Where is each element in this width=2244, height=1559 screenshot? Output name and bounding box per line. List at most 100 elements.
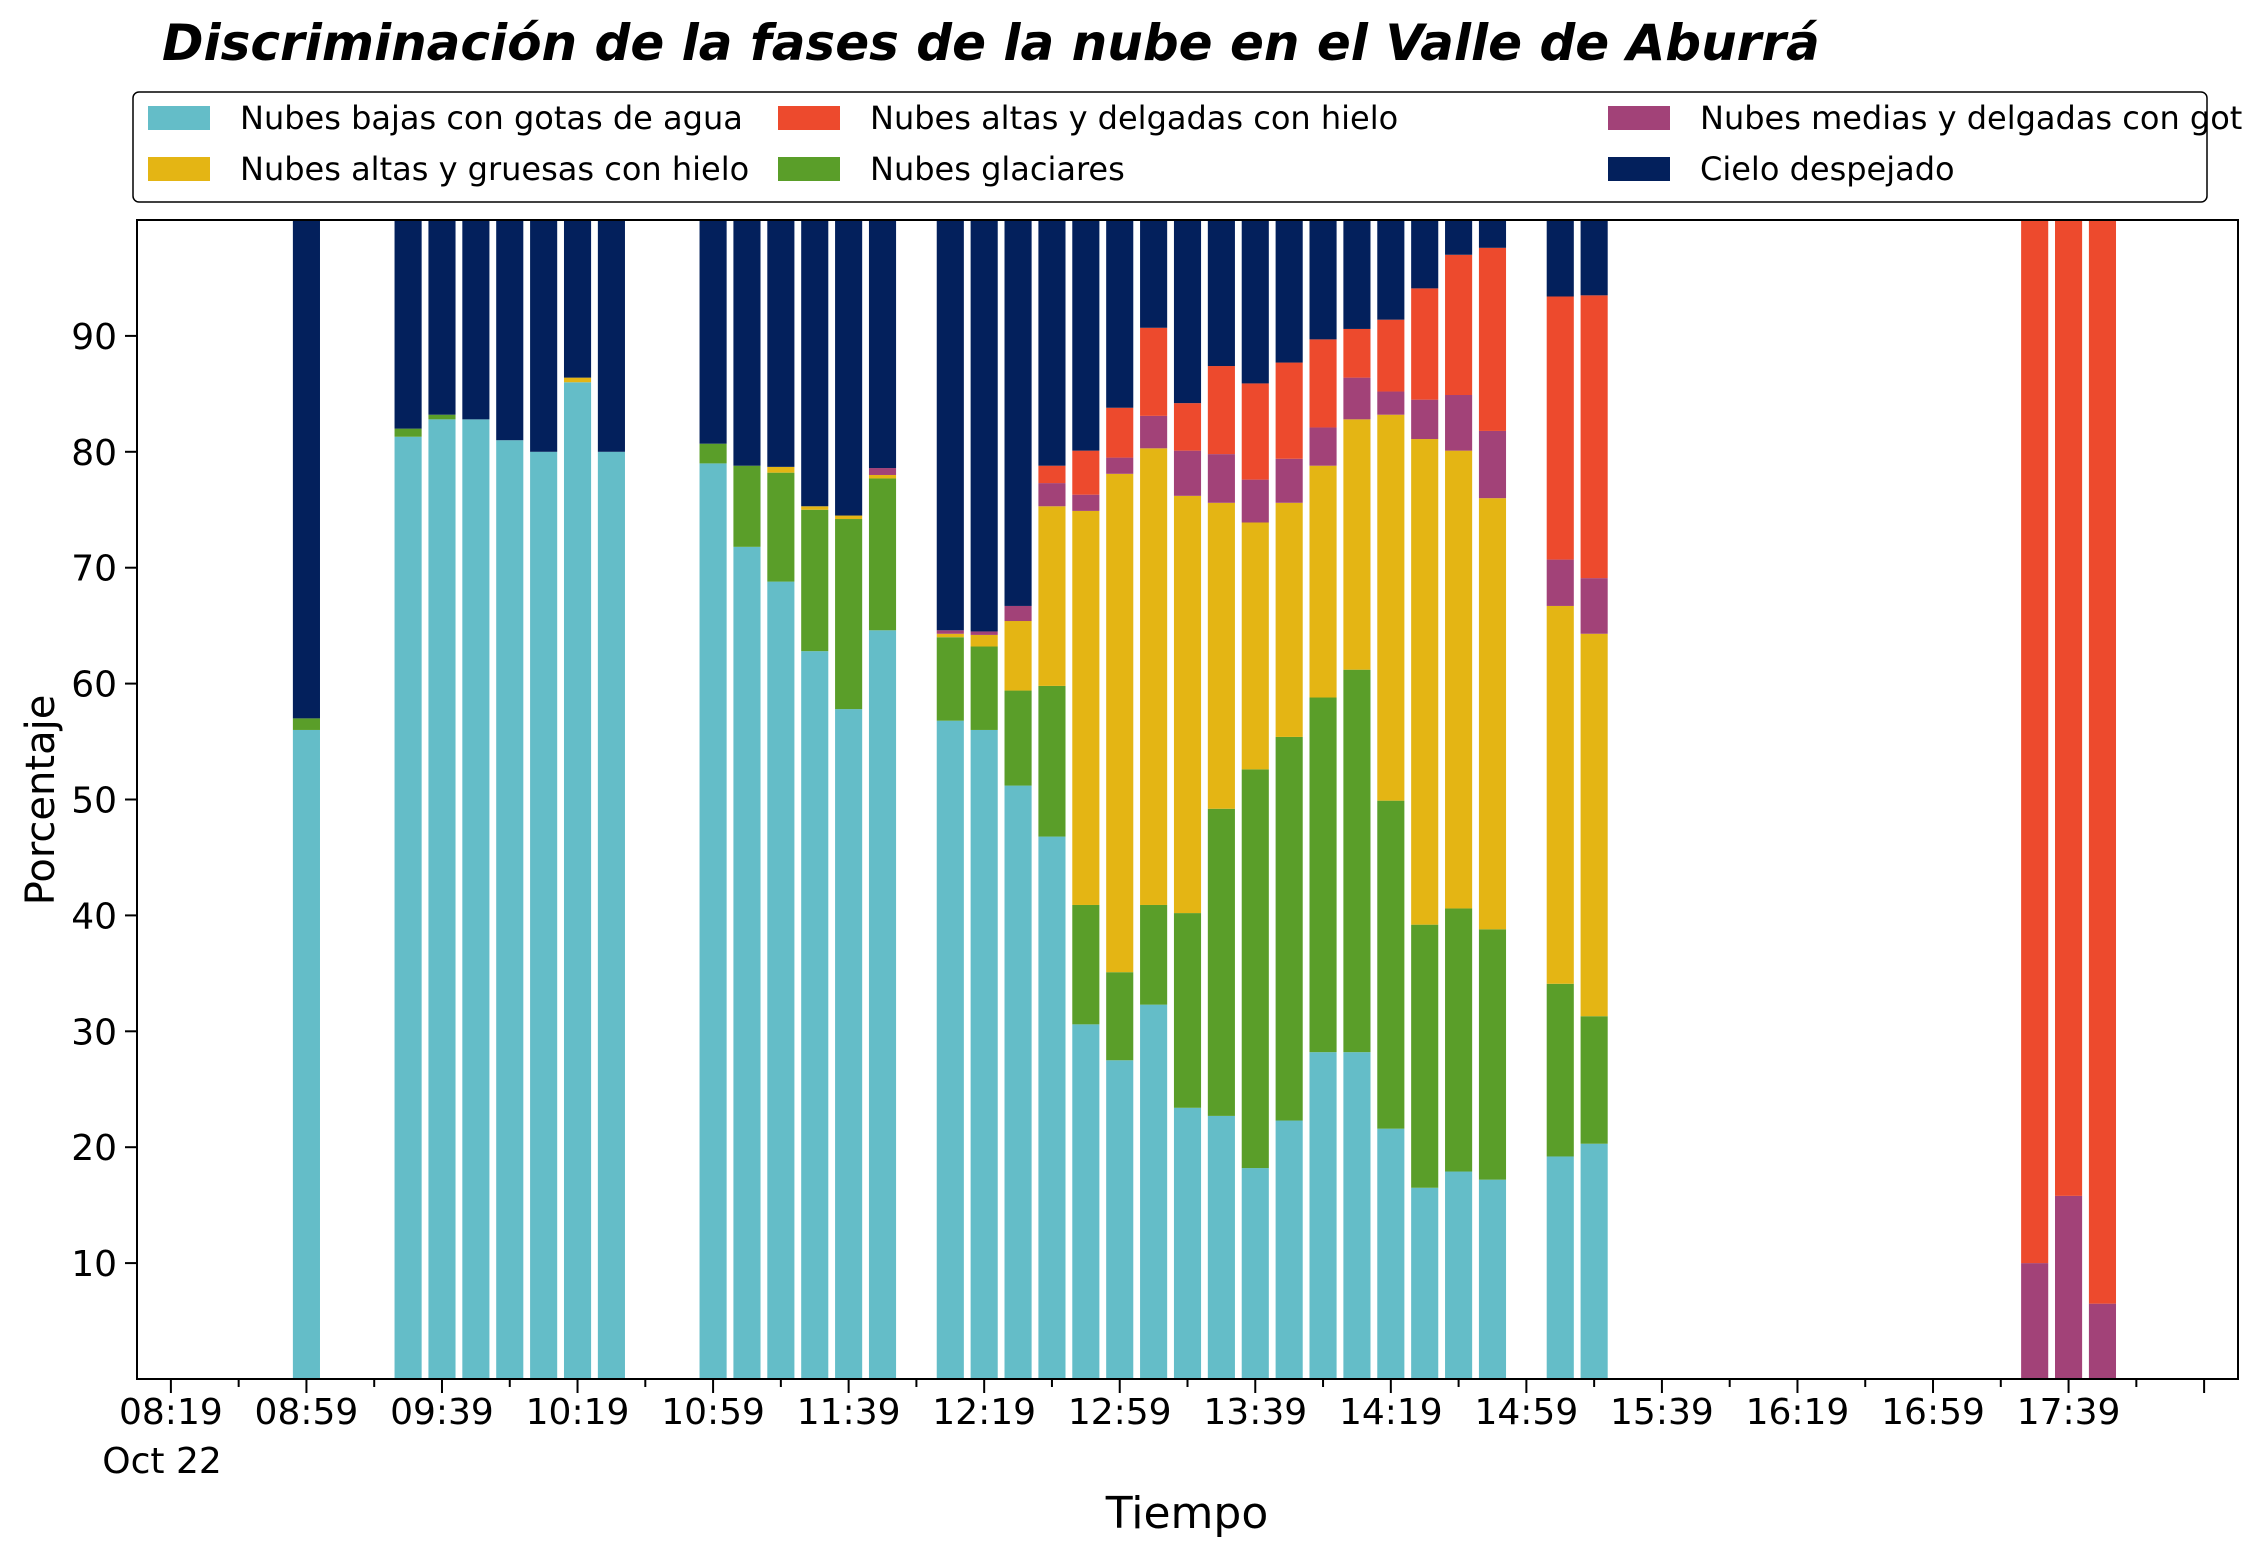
x-tick-label: 15:39 [1610, 1392, 1714, 1433]
bar-segment [1580, 295, 1608, 579]
bar-segment [835, 515, 863, 520]
bar-segment [1343, 377, 1371, 420]
bar-segment [1241, 479, 1269, 523]
bar-segment [1004, 690, 1032, 786]
bar-segment [1478, 430, 1507, 499]
bar-segment [1038, 465, 1066, 484]
y-axis: 10 20 30 40 50 60 70 80 90 [71, 317, 137, 1285]
bar-segment [462, 419, 490, 1380]
bar-segment [1173, 913, 1202, 1108]
bar-segment [394, 436, 422, 1380]
y-tick-label: 50 [71, 781, 117, 822]
y-tick-label: 40 [71, 896, 117, 937]
bar-segment [428, 414, 456, 420]
bar-segment [1309, 465, 1337, 698]
bar-segment [496, 220, 524, 441]
legend-swatch [778, 157, 840, 181]
bar-segment [1343, 419, 1371, 670]
y-tick-label: 90 [71, 317, 117, 358]
bar-segment [1241, 220, 1269, 384]
bar-segment [1546, 220, 1574, 297]
bar-segment [1207, 454, 1235, 503]
legend-swatch [778, 106, 840, 130]
legend-frame [132, 91, 2208, 203]
bar-segment [1275, 1120, 1303, 1379]
bar-segment [1140, 448, 1168, 905]
bar-segment [1377, 1128, 1405, 1379]
x-tick-label: 17:39 [2017, 1392, 2121, 1433]
x-tick-label: 08:59 [255, 1392, 359, 1433]
bar-segment [1038, 220, 1066, 466]
bar-segment [2088, 220, 2117, 1304]
bar-segment [1275, 220, 1303, 363]
legend-swatch [1608, 157, 1670, 181]
bar-segment [801, 509, 829, 652]
bar-segment [1207, 366, 1235, 455]
bar-segment [2021, 1263, 2049, 1379]
bar-segment [1004, 621, 1032, 691]
bar-segment [835, 519, 863, 710]
bar-segment [1478, 929, 1507, 1180]
bar-segment [292, 729, 320, 1379]
x-tick-sublabel: Oct 22 [102, 1441, 222, 1482]
y-tick-label: 10 [71, 1244, 117, 1285]
bar-segment [462, 220, 490, 420]
bar-segment [292, 220, 320, 719]
bar-segment [1004, 605, 1032, 622]
x-tick-label: 13:39 [1203, 1392, 1307, 1433]
y-tick-label: 20 [71, 1128, 117, 1169]
bar-segment [1580, 578, 1608, 634]
bar-segment [1343, 328, 1371, 378]
bar-segment [1072, 904, 1100, 1025]
bar-segment [1580, 633, 1608, 1017]
bar-segment [733, 465, 761, 547]
bar-segment [1445, 908, 1473, 1172]
bar-segment [767, 220, 795, 467]
bar-segment [1173, 1107, 1202, 1379]
bar-segment [1275, 736, 1303, 1121]
bar-segment [936, 633, 964, 638]
bar-segment [428, 220, 456, 415]
bar-segment [699, 220, 727, 444]
bar-segment [801, 651, 829, 1379]
legend-label: Nubes glaciares [870, 150, 1125, 188]
bar-segment [1580, 1016, 1608, 1144]
plot-area: 10 20 30 40 50 60 70 80 90 08:19 08:59 09:39 10:19 1… [71, 219, 2239, 1433]
bar-segment [1411, 924, 1439, 1188]
bar-segment [1309, 697, 1337, 1053]
bar-segment [1140, 220, 1168, 328]
bar-segment [868, 630, 897, 1379]
bar-segment [936, 637, 964, 721]
bar-segment [1546, 296, 1574, 560]
legend-label: Nubes altas y delgadas con hielo [870, 99, 1398, 137]
legend-swatch [148, 106, 210, 130]
bar-segment [868, 474, 897, 479]
y-axis-label: Porcentaje [18, 695, 64, 906]
bar-segment [970, 631, 998, 635]
bar-segment [801, 220, 829, 507]
x-tick-label: 08:19 [119, 1392, 223, 1433]
bar-segment [1241, 769, 1269, 1169]
bar-segment [1546, 559, 1574, 606]
bar-segment [1309, 339, 1337, 428]
x-tick-label: 16:59 [1881, 1392, 1985, 1433]
bar-segment [1546, 1156, 1574, 1379]
bar-segment [1106, 473, 1134, 973]
bar-segment [1411, 399, 1439, 440]
bar-segment [1377, 414, 1405, 801]
bar-segment [1445, 450, 1473, 909]
bar-segment [530, 220, 558, 452]
bar-segment [936, 720, 964, 1379]
bar-segment [563, 377, 592, 383]
bar-segment [801, 506, 829, 510]
bar-segment [2055, 220, 2083, 1196]
x-tick-label: 12:59 [1068, 1392, 1172, 1433]
y-tick-label: 70 [71, 549, 117, 590]
bar-segment [1343, 669, 1371, 1053]
bar-segment [936, 630, 964, 634]
legend: Nubes bajas con gotas de agua Nubes altas… [132, 91, 2244, 203]
bar-segment [1106, 972, 1134, 1061]
bar-segment [1309, 427, 1337, 466]
bar-segment [1072, 450, 1100, 495]
bar-segment [1411, 288, 1439, 400]
